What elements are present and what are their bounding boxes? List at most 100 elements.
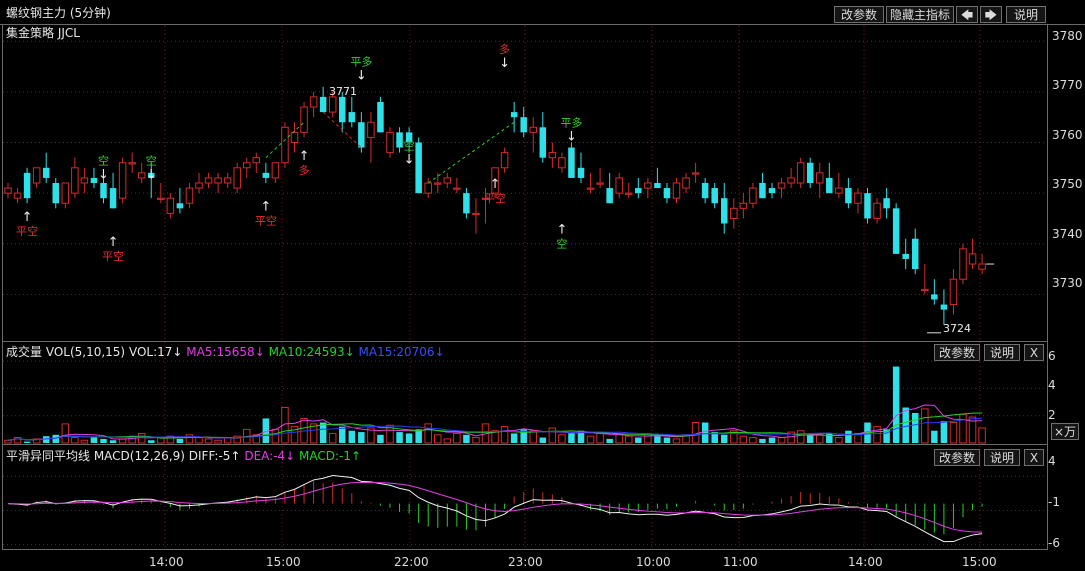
candle-body — [558, 157, 566, 169]
candle-body — [529, 126, 537, 133]
macd-params-button[interactable]: 改参数 — [934, 449, 980, 466]
candle-body — [835, 187, 843, 194]
signal-label: 平空 — [16, 224, 38, 238]
candle-body — [443, 177, 452, 184]
volume-bar — [262, 418, 270, 443]
volume-bar — [759, 438, 766, 443]
volume-close-button[interactable]: X — [1024, 344, 1044, 361]
candle-body — [434, 182, 442, 185]
prev-indicator-button[interactable]: 🡄 — [956, 6, 978, 23]
macd-indicator-label: 平滑异同平均线 MACD(12,26,9) DIFF:-5↑ DEA:-4↓ M… — [6, 449, 361, 463]
volume-bar — [749, 437, 757, 444]
help-button[interactable]: 说明 — [1006, 6, 1046, 23]
candle-body — [463, 193, 470, 214]
volume-bar — [577, 430, 585, 443]
volume-indicator-label: 成交量 VOL(5,10,15) VOL:17↓ MA5:15658↓ MA10… — [6, 345, 445, 359]
candle-body — [252, 157, 261, 164]
candle-body — [949, 278, 958, 306]
candle-body — [663, 188, 671, 199]
candle-body — [672, 182, 681, 199]
signal-arrow: ↑ — [260, 200, 271, 215]
volume-bar — [730, 430, 738, 444]
volume-bar — [405, 433, 413, 443]
signal-arrow: ↑ — [108, 235, 119, 250]
signal-label: 平空 — [484, 191, 506, 205]
volume-bar — [453, 432, 461, 444]
volume-help-button[interactable]: 说明 — [984, 344, 1020, 361]
candle-body — [472, 212, 480, 216]
next-indicator-button[interactable]: 🡆 — [980, 6, 1002, 23]
candle-body — [309, 96, 318, 108]
volume-bar — [873, 426, 881, 444]
macd-pane[interactable] — [2, 444, 1048, 550]
change-params-button[interactable]: 改参数 — [834, 6, 884, 23]
candle-body — [568, 147, 575, 178]
candle-body — [721, 198, 728, 224]
hide-main-indicator-button[interactable]: 隐藏主指标 — [886, 6, 954, 23]
candle-body — [328, 96, 337, 113]
macd-close-button[interactable]: X — [1024, 449, 1044, 466]
candle-body — [137, 172, 146, 179]
volume-unit-button[interactable]: ×万 — [1051, 423, 1079, 440]
volume-bar — [548, 427, 557, 444]
candle-body — [883, 198, 890, 209]
volume-bar — [309, 423, 318, 444]
signal-arrow: ↑ — [22, 210, 33, 225]
signal-label: 平空 — [255, 214, 277, 228]
candle-body — [691, 172, 700, 175]
signal-label: 多 — [299, 163, 310, 177]
candle-body — [71, 167, 79, 194]
vol-value: VOL:17↓ — [128, 345, 183, 359]
volume-bar — [854, 432, 862, 444]
candle-body — [968, 253, 977, 265]
macd-dea-line — [7, 481, 983, 533]
candle-body — [405, 132, 413, 143]
candle-body — [873, 202, 881, 219]
volume-bar — [883, 429, 890, 443]
candle-body — [586, 187, 595, 190]
candle-body — [682, 177, 690, 189]
candle-body — [339, 96, 346, 123]
volume-bar — [529, 430, 537, 444]
time-label: 11:00 — [723, 555, 758, 569]
signal-label: 空 — [98, 153, 109, 167]
volume-bar — [396, 432, 403, 443]
time-label: 14:00 — [848, 555, 883, 569]
price-tick: 3770 — [1052, 78, 1083, 92]
candle-body — [367, 121, 375, 138]
volume-params-button[interactable]: 改参数 — [934, 344, 980, 361]
candle-body — [510, 112, 518, 118]
volume-bar — [109, 440, 117, 443]
signal-arrow: ↓ — [98, 167, 109, 182]
volume-bar — [902, 407, 909, 443]
volume-bar — [214, 439, 222, 444]
volume-bar — [42, 436, 50, 443]
candle-body — [396, 132, 403, 148]
candle-body — [42, 167, 50, 178]
volume-bar — [71, 437, 79, 444]
price-tick: 3780 — [1052, 29, 1083, 43]
candle-body — [615, 177, 623, 194]
volume-bar — [415, 429, 422, 443]
macd-hist-value: MACD:-1↑ — [299, 449, 362, 463]
signal-label: 空 — [146, 153, 157, 167]
volume-bar — [796, 430, 805, 444]
price-tick: 3760 — [1052, 128, 1083, 142]
candle-body — [13, 192, 22, 199]
signal-trend-line — [265, 121, 305, 159]
candle-body — [548, 152, 557, 159]
candle-body — [148, 172, 155, 178]
volume-bar — [826, 433, 833, 443]
signal-arrow: ↓ — [566, 129, 577, 144]
signal-arrow: ↓ — [146, 167, 157, 182]
candle-body — [90, 177, 98, 183]
signal-label: 平多 — [350, 55, 372, 69]
time-label: 10:00 — [636, 555, 671, 569]
candle-body — [796, 162, 805, 184]
volume-bar — [586, 435, 595, 444]
volume-bar — [176, 438, 184, 443]
candle-body — [625, 192, 633, 195]
candle-body — [157, 197, 165, 200]
macd-help-button[interactable]: 说明 — [984, 449, 1020, 466]
